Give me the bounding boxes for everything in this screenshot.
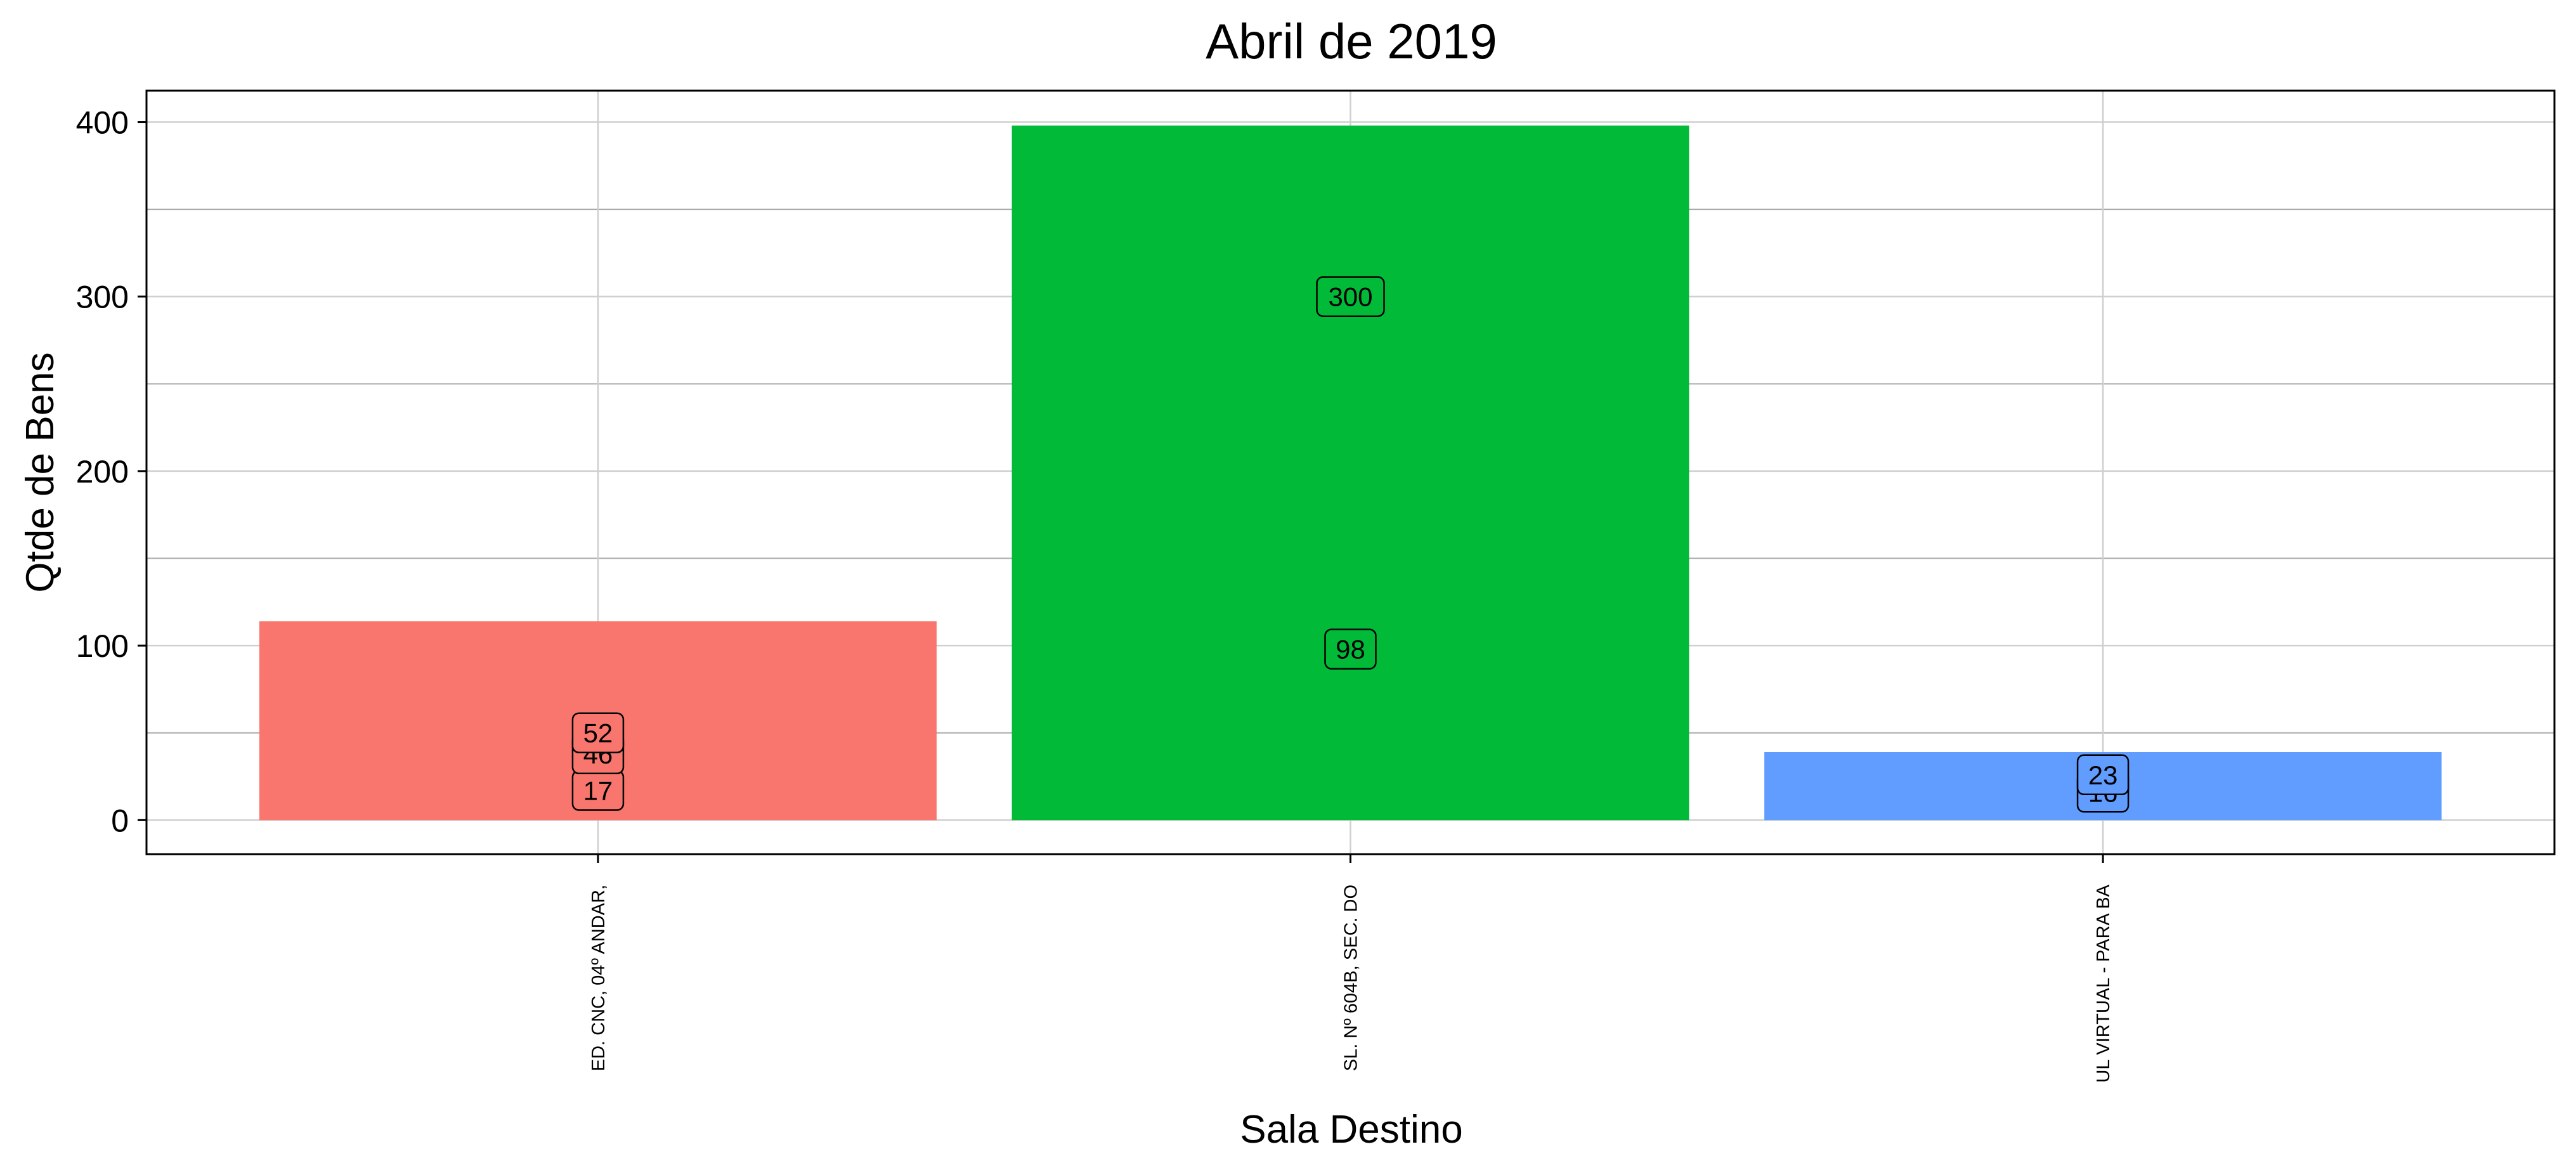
data-labels: 174652983001623 <box>571 276 2130 813</box>
data-label-box <box>1324 628 1377 670</box>
y-tick-label: 0 <box>111 803 129 838</box>
x-axis-title: Sala Destino <box>1240 1108 1463 1152</box>
y-axis: 0 100 200 300 400 <box>76 105 146 838</box>
data-label: 300 <box>1316 276 1385 317</box>
y-tick-label: 400 <box>76 105 129 141</box>
y-tick-label: 200 <box>76 454 129 490</box>
chart-title: Abril de 2019 <box>1206 13 1497 69</box>
y-axis-title: Qtde de Bens <box>18 352 62 592</box>
bar <box>1012 126 1689 821</box>
x-tick-label: ED. CNC, 04º ANDAR, <box>589 885 609 1071</box>
data-label: 52 <box>571 712 625 753</box>
data-label: 98 <box>1324 628 1377 670</box>
y-tick-label: 100 <box>76 628 129 664</box>
data-label-text: 23 <box>2088 760 2118 790</box>
data-label-text: 52 <box>583 718 613 748</box>
data-label: 17 <box>571 770 625 811</box>
data-label-text: 17 <box>583 776 613 806</box>
x-tick-label: UL VIRTUAL - PARA BA <box>2093 884 2114 1082</box>
data-label-box <box>2076 754 2130 796</box>
data-label-text: 300 <box>1328 282 1372 312</box>
data-label: 23 <box>2076 754 2130 796</box>
x-axis: ED. CNC, 04º ANDAR, SL. Nº 604B, SEC. DO U… <box>589 854 2114 1083</box>
x-tick-label: SL. Nº 604B, SEC. DO <box>1341 885 1362 1071</box>
data-label-box <box>571 712 625 753</box>
data-label-text: 98 <box>1336 635 1365 665</box>
data-label-box <box>1316 276 1385 317</box>
y-tick-label: 300 <box>76 280 129 315</box>
